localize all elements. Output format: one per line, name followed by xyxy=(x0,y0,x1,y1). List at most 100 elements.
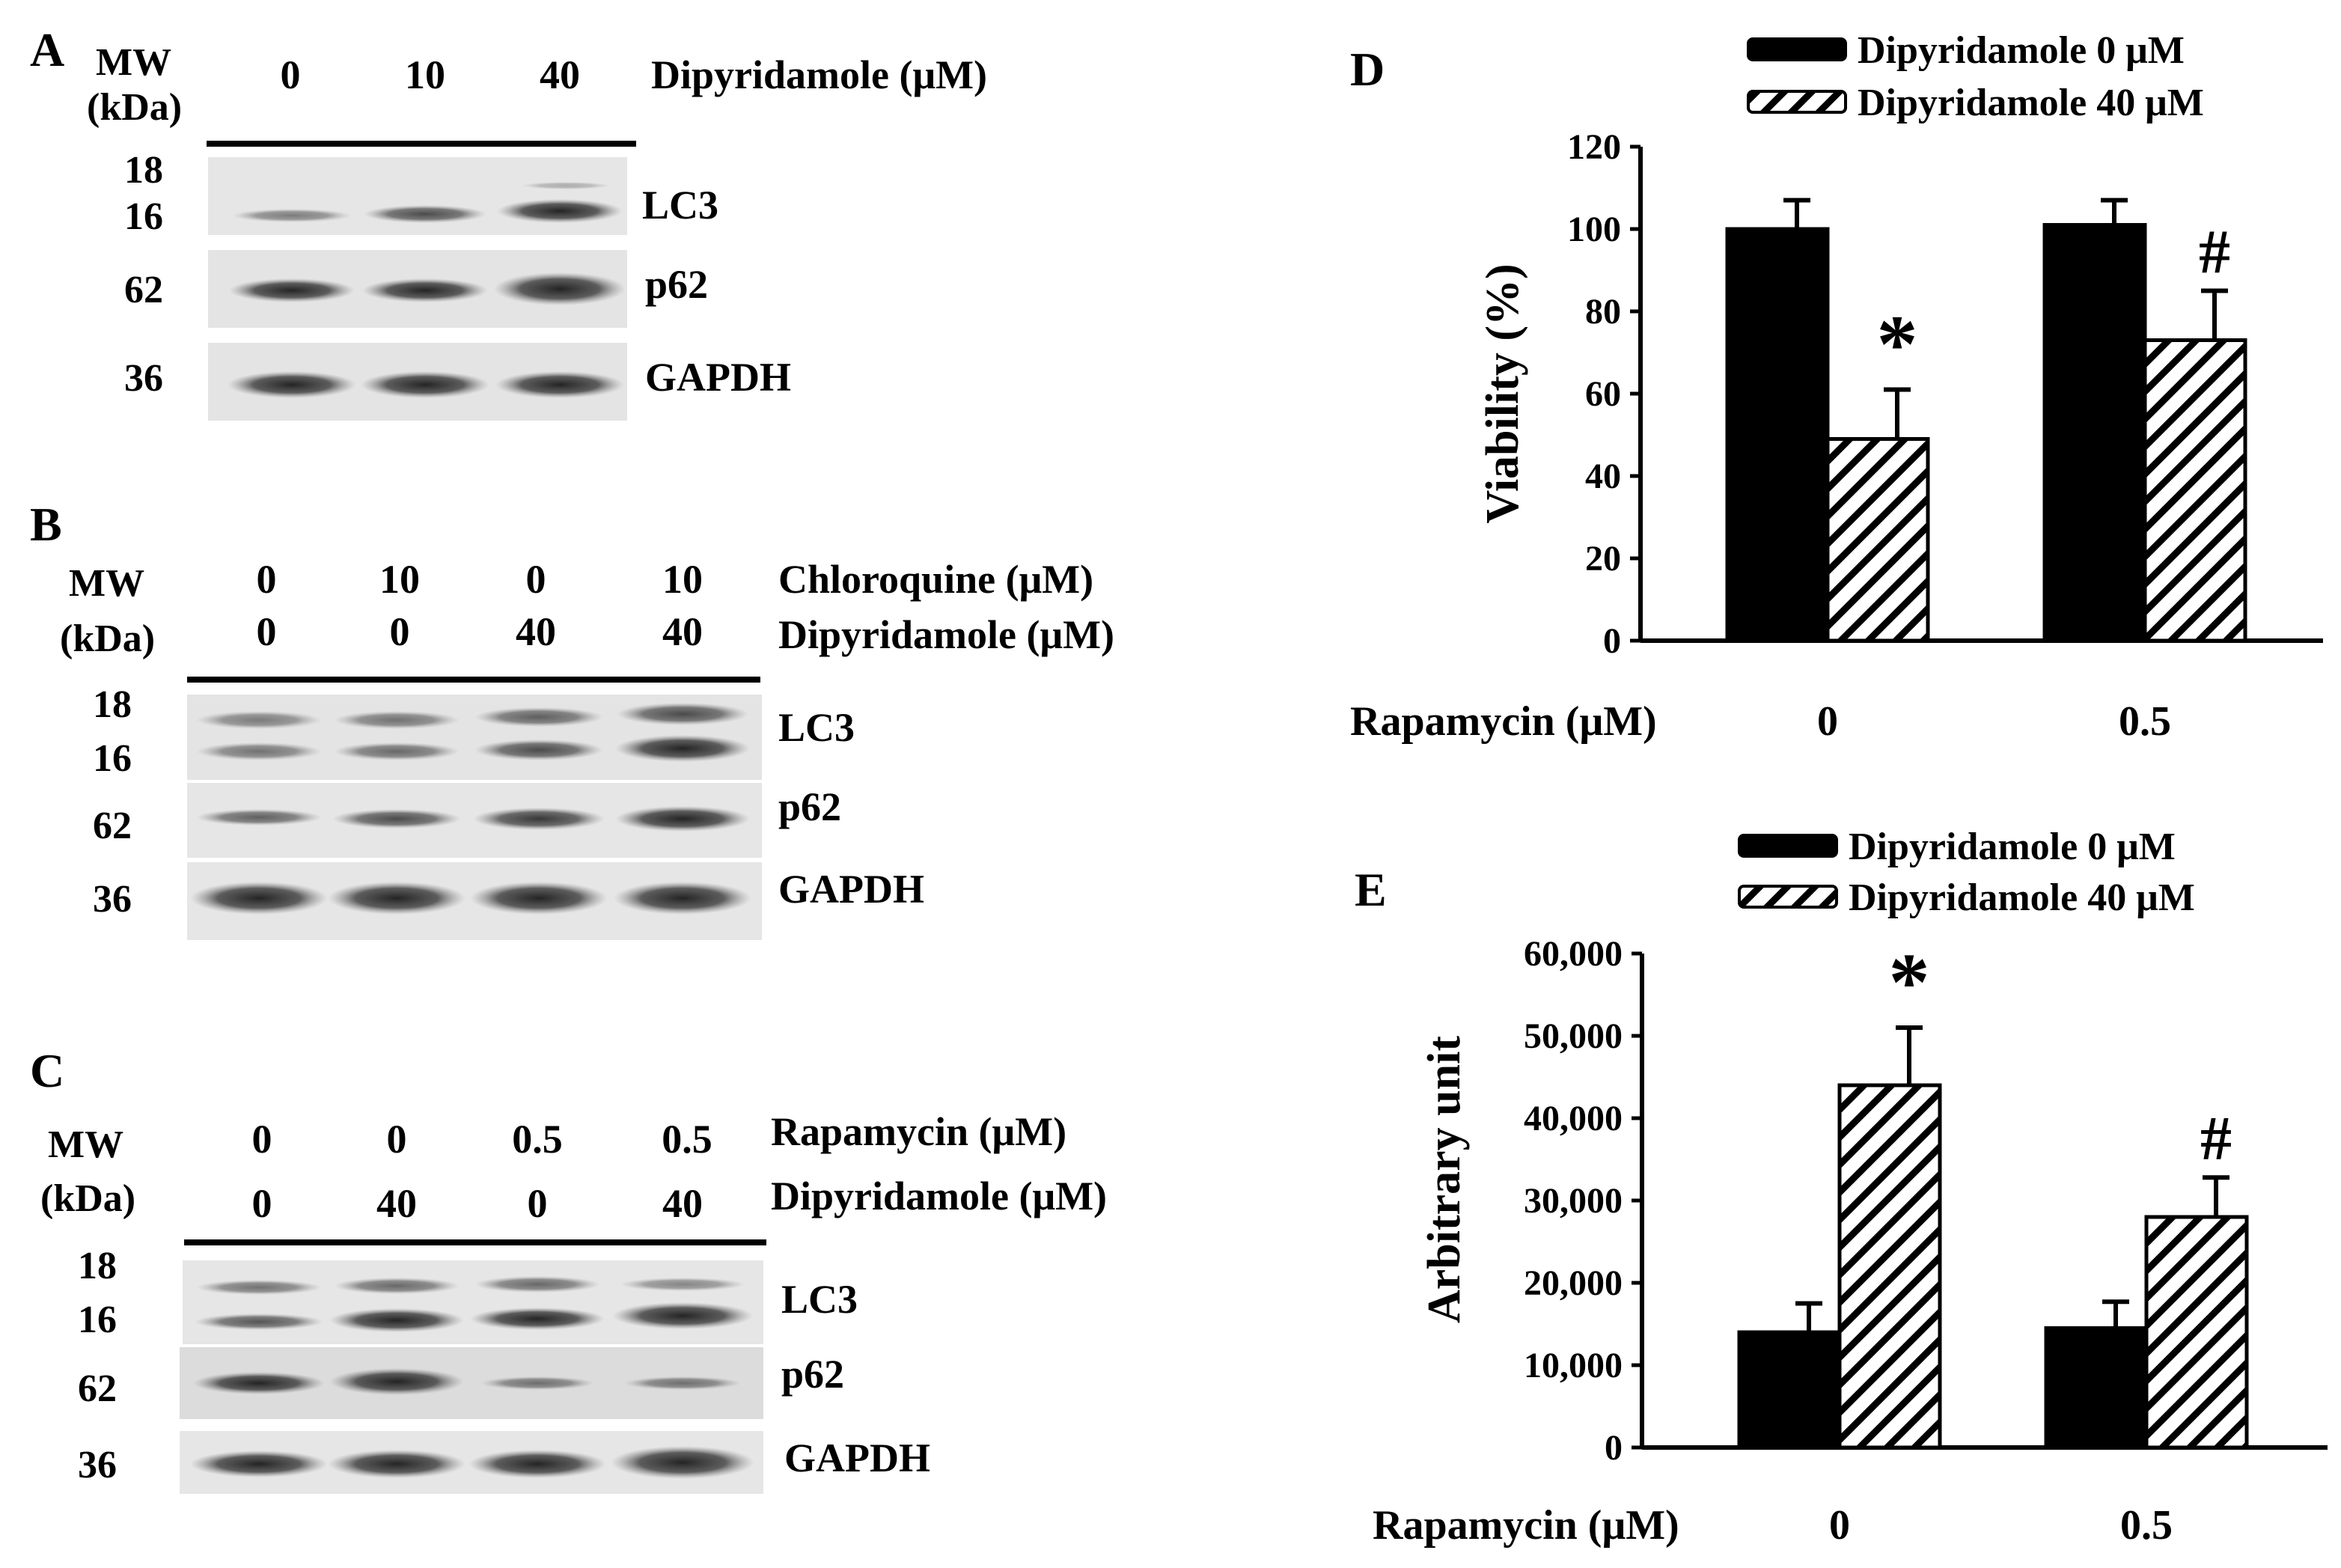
panel-d-y-tick-label: 0 xyxy=(1603,621,1621,661)
panel-d-legend-swatch xyxy=(1747,37,1847,61)
panel-c-dipyridamole-label: Dipyridamole (μM) xyxy=(771,1174,1107,1218)
panel-b-header-line xyxy=(187,677,760,683)
panel-b-lc3-band xyxy=(617,703,748,725)
panel-b-p62-band xyxy=(332,809,461,829)
panel-b-chloroquine-3: 0 xyxy=(526,557,546,602)
panel-e-x-title: Rapamycin (μM) xyxy=(1373,1502,1679,1549)
panel-c-gapdh-label: GAPDH xyxy=(784,1436,930,1480)
panel-b-lc3-band xyxy=(334,711,460,729)
panel-d-x-tick-label: 0.5 xyxy=(2119,698,2171,745)
panel-e-bar-dipyridamole-40 xyxy=(2144,1215,2249,1450)
panel-a-lane-1: 0 xyxy=(281,52,301,97)
panel-d-y-tick-label: 40 xyxy=(1585,457,1621,496)
panel-b-lc3-band xyxy=(196,742,322,760)
panel-a-lc3-band xyxy=(497,199,623,223)
panel-d-legend-label: Dipyridamole 0 μM xyxy=(1858,29,2185,72)
panel-b-kda-label: (kDa) xyxy=(60,617,155,660)
panel-a-lane-3: 40 xyxy=(540,52,580,97)
panel-c-lc3-band xyxy=(334,1278,460,1294)
panel-b: B MW (kDa) 0 10 0 10 Chloroquine (μM) 0 … xyxy=(30,498,1114,940)
panel-c-marker-36: 36 xyxy=(78,1444,117,1486)
panel-a-marker-18: 18 xyxy=(124,149,163,192)
panel-e-significance-mark: # xyxy=(2200,1104,2232,1174)
panel-b-lc3-band xyxy=(196,711,322,729)
panel-e-y-tick-label: 0 xyxy=(1605,1428,1623,1468)
panel-e-x-tick-label: 0.5 xyxy=(2120,1502,2173,1549)
panel-a-p62-label: p62 xyxy=(645,262,708,307)
panel-c-gapdh-band xyxy=(611,1446,754,1479)
panel-c-mw-label: MW xyxy=(48,1123,123,1166)
panel-c-rapamycin-4: 0.5 xyxy=(662,1117,712,1162)
panel-b-letter: B xyxy=(30,498,62,551)
panel-c-p62-band xyxy=(624,1376,741,1390)
panel-b-lc3-band xyxy=(474,739,603,760)
panel-d-x-title: Rapamycin (μM) xyxy=(1350,698,1657,745)
panel-b-p62-label: p62 xyxy=(778,784,841,829)
panel-c-letter: C xyxy=(30,1044,64,1097)
panel-c: C MW (kDa) 0 0 0.5 0.5 Rapamycin (μM) 0 … xyxy=(30,1044,1107,1494)
panel-d-bar-dipyridamole-0 xyxy=(1725,227,1830,643)
panel-d-bar-dipyridamole-0 xyxy=(2042,223,2147,643)
panel-d-significance-mark: # xyxy=(2199,218,2230,287)
panel-c-lc3-band xyxy=(195,1314,323,1330)
panel-a-lc3-label: LC3 xyxy=(642,183,718,228)
panel-d-y-tick-label: 60 xyxy=(1585,374,1621,414)
panel-b-p62-band xyxy=(473,808,605,830)
panel-a-marker-62: 62 xyxy=(124,269,163,311)
panel-b-lc3-label: LC3 xyxy=(778,705,855,750)
panel-e-legend-swatch xyxy=(1738,834,1838,858)
panel-a-letter: A xyxy=(30,23,64,76)
panel-d-letter: D xyxy=(1350,43,1385,96)
panel-a-marker-36: 36 xyxy=(124,357,163,400)
panel-b-dipyridamole-1: 0 xyxy=(257,609,277,654)
panel-a-lc3-band xyxy=(364,205,486,223)
panel-c-p62-band xyxy=(480,1376,594,1390)
panel-e-y-tick-label: 30,000 xyxy=(1524,1181,1623,1221)
panel-d-y-tick-label: 100 xyxy=(1567,210,1621,249)
panel-c-gapdh-band xyxy=(468,1450,606,1478)
panel-e-bar-dipyridamole-40 xyxy=(1837,1083,1942,1450)
panel-c-rapamycin-3: 0.5 xyxy=(512,1117,563,1162)
panel-a-mw-label: MW xyxy=(96,41,171,84)
panel-e-y-axis-label: Arbitrary unit xyxy=(1419,1036,1470,1323)
panel-c-p62-band xyxy=(329,1368,464,1395)
panel-a-treatment-label: Dipyridamole (μM) xyxy=(651,52,987,97)
panel-b-gapdh-band xyxy=(328,882,466,915)
panel-b-p62-band xyxy=(196,809,322,826)
panel-c-rapamycin-label: Rapamycin (μM) xyxy=(771,1109,1066,1154)
panel-b-chloroquine-1: 0 xyxy=(257,557,277,602)
panel-d-legend-swatch xyxy=(1747,90,1847,114)
panel-e-y-tick-label: 50,000 xyxy=(1524,1016,1623,1056)
panel-c-lc3-label: LC3 xyxy=(781,1277,858,1322)
panel-c-p62-band xyxy=(193,1372,325,1394)
panel-d-bar-dipyridamole-40 xyxy=(2143,338,2247,643)
panel-b-dipyridamole-2: 0 xyxy=(390,609,410,654)
panel-d-significance-mark: * xyxy=(1877,299,1918,390)
panel-c-marker-16: 16 xyxy=(78,1299,117,1341)
panel-b-gapdh-band xyxy=(614,882,751,915)
panel-a-p62-band xyxy=(229,278,355,302)
panel-a-p62-band xyxy=(494,272,626,305)
panel-d-y-axis-label: Viability (%) xyxy=(1477,263,1528,523)
panel-b-chloroquine-4: 10 xyxy=(662,557,703,602)
panel-d-bar-dipyridamole-40 xyxy=(1825,437,1930,643)
panel-c-gapdh-band xyxy=(328,1450,466,1478)
panel-c-gapdh-band xyxy=(190,1450,328,1477)
panel-b-p62-band xyxy=(615,806,750,832)
panel-a-header-line xyxy=(207,141,636,147)
panel-b-marker-36: 36 xyxy=(93,878,132,921)
panel-d-legend-label: Dipyridamole 40 μM xyxy=(1858,82,2204,124)
panel-d-y-tick-label: 80 xyxy=(1585,292,1621,332)
panel-e-legend-swatch xyxy=(1738,885,1838,909)
panel-e-letter: E xyxy=(1355,863,1387,916)
panel-a-gapdh-band xyxy=(228,371,356,398)
panel-c-lc3-band xyxy=(329,1308,464,1332)
panel-b-dipyridamole-4: 40 xyxy=(662,609,703,654)
panel-c-kda-label: (kDa) xyxy=(40,1177,135,1220)
panel-c-rapamycin-2: 0 xyxy=(387,1117,407,1162)
panel-a-lane-2: 10 xyxy=(405,52,445,97)
panel-b-gapdh-label: GAPDH xyxy=(778,867,924,912)
panel-b-lc3-band xyxy=(334,742,460,760)
panel-a-gapdh-band xyxy=(361,371,489,398)
